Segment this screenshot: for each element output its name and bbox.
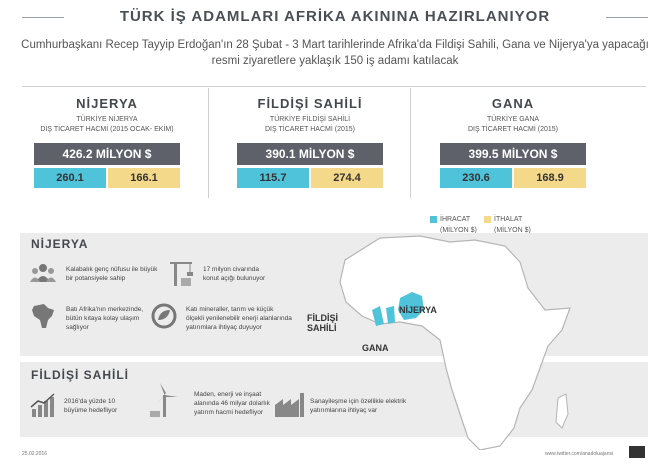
fact-housing-deficit: 17 milyon civarında konut açığı bulunuyor [203,266,266,282]
fact-growth-target: 2016'da yüzde 10 büyüme hedefliyor [64,398,118,414]
header-divider [22,86,646,87]
import-swatch [484,215,491,223]
growth-chart-icon [30,393,55,417]
agency-logo-icon [629,446,645,458]
map-label-ivory-coast: FİLDİŞİ SAHİLİ [307,313,338,333]
fact-investment-target: Maden, enerji ve inşaat alanında 46 milya… [194,391,270,416]
title-rule-right [606,17,648,18]
column-separator [410,88,411,198]
fact-young-population: Kalabalık genç nüfusu ile büyük bir potan… [66,266,158,282]
fact-central-location: Batı Afrika'nın merkezinde, bütün kıtaya … [66,306,144,331]
trade-split: 260.1 166.1 [34,168,180,188]
trade-split: 115.7 274.4 [237,168,383,188]
page-title: TÜRK İŞ ADAMLARI AFRİKA AKININA HAZIRLAN… [119,8,551,25]
country-desc: TÜRKİYE GANA DIŞ TİCARET HACMİ (2015) [468,116,558,133]
export-value: 230.6 [440,168,512,188]
legend-export: İHRACAT (MİLYON $) [430,215,477,235]
country-name: NİJERYA [76,96,138,111]
country-name: GANA [491,96,535,111]
subtitle: Cumhurbaşkanı Recep Tayyip Erdoğan'ın 28… [21,39,649,67]
country-name: FİLDİŞİ SAHİLİ [257,96,363,111]
country-card-nigeria: NİJERYA TÜRKİYE NİJERYA DIŞ TİCARET HACMİ… [12,96,202,188]
crane-icon [170,262,193,286]
import-value: 166.1 [108,168,180,188]
export-value: 260.1 [34,168,106,188]
section-title-ivory-coast: FİLDİŞİ SAHİLİ [31,368,129,382]
fact-industrialization: Sanayileşme için özellikle elektrik yatır… [310,398,407,414]
footer-date: 25.02.2016 [22,451,48,457]
map-label-nigeria: NİJERYA [399,305,437,315]
footer-url: www.twitter.com/anadoluajansi [545,451,614,457]
title-rule-left [22,17,64,18]
country-card-ghana: GANA TÜRKİYE GANA DIŞ TİCARET HACMİ (2015… [418,96,608,188]
import-value: 168.9 [514,168,586,188]
country-card-ivory-coast: FİLDİŞİ SAHİLİ TÜRKİYE FİLDİŞİ SAHİLİ DIŞ… [215,96,405,188]
ghana-shape [386,306,395,324]
trade-total: 399.5 MİLYON $ [440,143,586,165]
trade-split: 230.6 168.9 [440,168,586,188]
recycle-leaf-icon [151,303,177,329]
ivory-coast-shape [372,306,384,326]
trade-total: 426.2 MİLYON $ [34,143,180,165]
country-desc: TÜRKİYE FİLDİŞİ SAHİLİ DIŞ TİCARET HACMİ … [265,116,355,133]
people-icon [30,264,56,282]
wind-turbine-icon [150,383,178,417]
export-swatch [430,215,437,223]
trade-total: 390.1 MİLYON $ [237,143,383,165]
section-title-nigeria: NİJERYA [31,237,89,251]
fact-investment-needs: Katı mineraller, tarım ve küçük ölçekli y… [186,306,292,331]
import-value: 274.4 [311,168,383,188]
africa-map-icon [32,304,54,328]
africa-map [339,235,571,450]
country-desc: TÜRKİYE NİJERYA DIŞ TİCARET HACMİ (2015 O… [40,116,174,133]
export-value: 115.7 [237,168,309,188]
legend-import: İTHALAT (MİLYON $) [484,215,531,235]
column-separator [208,88,209,198]
factory-icon [275,393,304,417]
nigeria-shape [398,292,424,320]
ivory-coast-facts-band [20,362,648,437]
map-label-ghana: GANA [362,343,389,353]
